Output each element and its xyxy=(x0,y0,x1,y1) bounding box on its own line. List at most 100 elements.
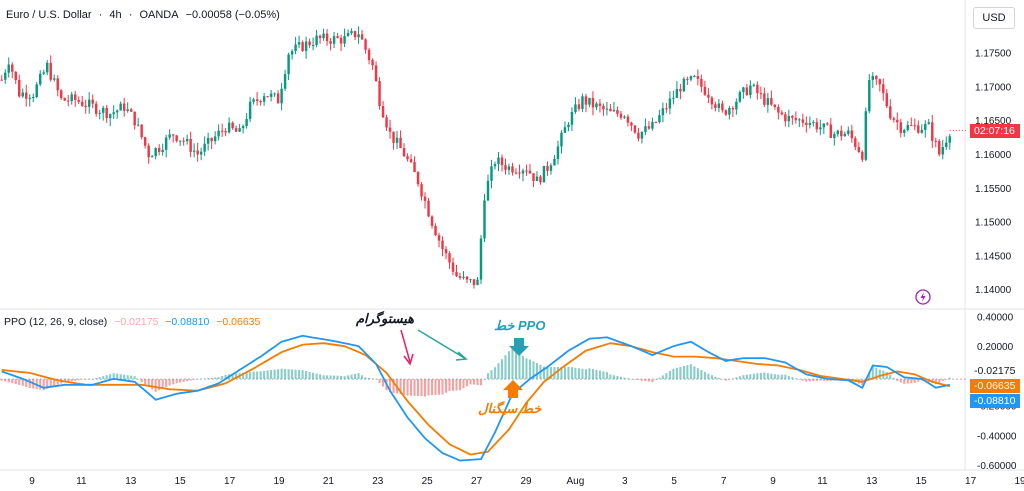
candle-body xyxy=(364,39,367,50)
candle-body xyxy=(213,136,217,142)
candle-body xyxy=(770,98,773,105)
ppo-histogram-bar xyxy=(605,372,608,380)
time-tick-label: 27 xyxy=(471,476,483,487)
candle-body xyxy=(343,36,346,44)
histogram-annotation: هیستوگرام xyxy=(356,311,415,326)
candle-body xyxy=(77,100,80,102)
ppo-histogram-bar xyxy=(948,377,951,380)
candle-body xyxy=(735,101,738,110)
candle-body xyxy=(234,128,238,132)
ppo-histogram-bar xyxy=(123,374,126,380)
ppo-histogram-bar xyxy=(406,379,409,396)
candle-body xyxy=(133,111,136,126)
candle-body xyxy=(511,166,514,173)
candle-body xyxy=(245,118,248,127)
ppo-histogram-bar xyxy=(693,366,696,380)
candle-body xyxy=(910,125,913,127)
ppo-histogram-bar xyxy=(945,379,948,380)
candle-body xyxy=(105,107,108,119)
ppo-indicator-header[interactable]: PPO (12, 26, 9, close) −0.02175 −0.08810… xyxy=(4,316,264,328)
ppo-histogram-bar xyxy=(868,372,871,380)
ppo-histogram-bar xyxy=(714,376,717,380)
time-tick-label: 21 xyxy=(323,476,335,487)
ppo-histogram-bar xyxy=(560,366,563,380)
ppo-histogram-bar xyxy=(11,379,14,384)
candle-body xyxy=(472,279,476,285)
candle-body xyxy=(297,42,301,45)
ppo-histogram-bar xyxy=(305,371,308,380)
ppo-histogram-bar xyxy=(182,379,185,382)
ppo-histogram-bar xyxy=(630,379,633,380)
ppo-histogram-bar xyxy=(434,379,437,395)
ppo-histogram-bar xyxy=(284,368,287,380)
ppo-histogram-bar xyxy=(378,379,381,383)
ppo-histogram-bar xyxy=(256,371,259,380)
ppo-histogram-bar xyxy=(577,368,580,380)
ppo-histogram-bar xyxy=(130,375,133,380)
candle-body xyxy=(584,96,588,105)
ppo-histogram-bar xyxy=(151,379,154,390)
time-tick-label: 9 xyxy=(770,476,776,487)
ppo-histogram-bar xyxy=(399,379,402,395)
symbol-name[interactable]: Euro / U.S. Dollar xyxy=(6,9,92,21)
candle-body xyxy=(46,62,49,73)
candle-body xyxy=(469,279,472,281)
candle-body xyxy=(189,138,192,152)
ppo-histogram-bar xyxy=(567,366,570,380)
candle-body xyxy=(28,97,31,99)
candle-body xyxy=(619,113,623,118)
ppo-histogram-bar xyxy=(675,367,678,380)
candle-body xyxy=(819,127,822,130)
ppo-histogram-bar xyxy=(25,379,28,387)
candle-body xyxy=(913,125,916,127)
candle-body xyxy=(140,124,143,138)
candle-body xyxy=(854,138,857,148)
ppo-histogram-bar xyxy=(462,379,465,389)
ppo-histogram-bar xyxy=(749,374,752,380)
lightning-bolt-icon[interactable] xyxy=(915,289,931,305)
currency-button[interactable]: USD xyxy=(973,7,1015,29)
ppo-histogram-bar xyxy=(291,369,294,380)
ppo-histogram-bar xyxy=(532,361,535,380)
ppo-histogram-bar xyxy=(319,374,322,380)
candle-body xyxy=(98,112,101,114)
ppo-histogram-bar xyxy=(707,373,710,380)
candle-body xyxy=(570,112,574,125)
ppo-histogram-bar xyxy=(476,379,479,386)
candle-body xyxy=(826,123,829,125)
ppo-histogram-bar xyxy=(74,379,77,381)
ppo-histogram-bar xyxy=(259,371,262,380)
ppo-histogram-bar xyxy=(773,374,776,380)
ppo-histogram-bar xyxy=(710,375,713,380)
candle-body xyxy=(836,130,840,135)
ppo-histogram-bar xyxy=(766,373,769,380)
candle-body xyxy=(437,235,441,241)
candle-body xyxy=(661,108,665,116)
ppo-histogram-bar xyxy=(892,377,895,380)
interval-label[interactable]: 4h xyxy=(109,9,122,21)
candle-body xyxy=(574,104,577,113)
ppo-histogram-bar xyxy=(329,375,332,380)
ppo-histogram-bar xyxy=(427,379,430,396)
ppo-histogram-bar xyxy=(826,379,829,382)
ppo-histogram-bar xyxy=(507,351,511,380)
ppo-histogram-bar xyxy=(28,379,31,389)
ppo-histogram-bar xyxy=(14,379,17,385)
candle-body xyxy=(532,173,535,181)
time-tick-label: 25 xyxy=(422,476,434,487)
candle-body xyxy=(745,87,749,96)
ppo-histogram-bar xyxy=(455,379,458,391)
candle-body xyxy=(378,81,381,107)
ppo-tick-label: -0.60000 xyxy=(977,461,1017,472)
ppo-histogram-bar xyxy=(875,367,878,380)
candle-body xyxy=(434,225,437,236)
candle-body xyxy=(80,101,84,106)
ppo-histogram-bar xyxy=(382,379,385,387)
ppo-indicator-name[interactable]: PPO (12, 26, 9, close) xyxy=(4,316,108,328)
candle-body xyxy=(920,129,923,133)
candle-body xyxy=(623,116,626,118)
ppo-line-value: −0.08810 xyxy=(165,316,210,328)
price-tick-label: 1.14000 xyxy=(975,285,1012,296)
ppo-histogram-bar xyxy=(126,375,129,380)
